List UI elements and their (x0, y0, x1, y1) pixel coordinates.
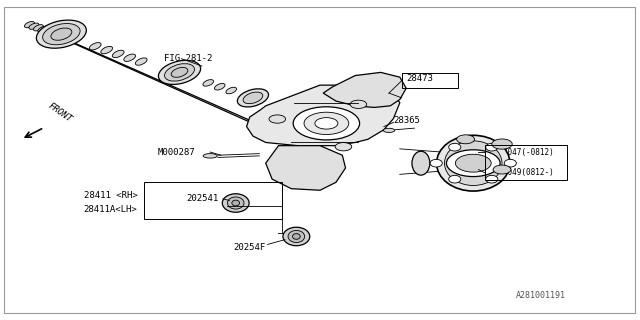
Ellipse shape (164, 64, 195, 81)
Polygon shape (323, 72, 406, 108)
Ellipse shape (29, 23, 39, 29)
Ellipse shape (36, 20, 86, 48)
Text: 28411 <RH>: 28411 <RH> (84, 190, 138, 200)
Ellipse shape (445, 141, 502, 186)
Ellipse shape (430, 159, 442, 167)
Circle shape (304, 112, 349, 134)
Ellipse shape (288, 230, 305, 243)
Circle shape (457, 135, 474, 144)
Ellipse shape (283, 227, 310, 246)
Ellipse shape (449, 143, 461, 151)
Text: 20254F: 20254F (234, 243, 266, 252)
Polygon shape (246, 85, 400, 146)
Circle shape (335, 143, 352, 151)
Text: 202541: 202541 (186, 194, 218, 204)
Circle shape (447, 150, 500, 177)
Ellipse shape (47, 29, 57, 36)
Ellipse shape (486, 175, 498, 183)
Text: FRONT: FRONT (47, 102, 74, 124)
Circle shape (492, 139, 512, 149)
Text: M000287: M000287 (157, 148, 195, 156)
Circle shape (493, 165, 511, 174)
Text: A281001191: A281001191 (516, 291, 566, 300)
Ellipse shape (226, 87, 237, 94)
Ellipse shape (203, 80, 214, 86)
Ellipse shape (90, 43, 101, 50)
Ellipse shape (135, 58, 147, 65)
Ellipse shape (101, 46, 113, 54)
Text: N170047(-0812): N170047(-0812) (489, 148, 554, 156)
Ellipse shape (237, 89, 269, 107)
Text: 28365: 28365 (394, 116, 420, 125)
Ellipse shape (292, 234, 300, 239)
Ellipse shape (436, 135, 510, 191)
Ellipse shape (38, 26, 48, 33)
Polygon shape (266, 146, 346, 190)
Text: FIG.281-2: FIG.281-2 (164, 53, 212, 62)
Text: N170049(0812-): N170049(0812-) (489, 168, 554, 177)
Ellipse shape (222, 194, 249, 212)
Ellipse shape (124, 54, 136, 61)
Ellipse shape (459, 136, 472, 142)
Ellipse shape (51, 28, 72, 40)
Ellipse shape (171, 68, 188, 77)
Ellipse shape (232, 200, 239, 206)
Circle shape (293, 107, 360, 140)
Ellipse shape (33, 25, 44, 31)
Text: 28411A<LH>: 28411A<LH> (84, 205, 138, 214)
Ellipse shape (486, 143, 498, 151)
Text: 28473: 28473 (406, 74, 433, 83)
Circle shape (456, 154, 491, 172)
Ellipse shape (42, 28, 52, 34)
Ellipse shape (113, 50, 124, 58)
Ellipse shape (383, 128, 395, 132)
Ellipse shape (449, 175, 461, 183)
Ellipse shape (159, 60, 200, 84)
Ellipse shape (43, 24, 80, 45)
Ellipse shape (214, 84, 225, 90)
Ellipse shape (504, 159, 516, 167)
Ellipse shape (412, 151, 430, 175)
Ellipse shape (203, 154, 217, 158)
Circle shape (315, 118, 338, 129)
Ellipse shape (24, 21, 35, 28)
Circle shape (269, 115, 285, 123)
Ellipse shape (227, 197, 244, 209)
Circle shape (350, 100, 367, 108)
Ellipse shape (243, 92, 263, 104)
